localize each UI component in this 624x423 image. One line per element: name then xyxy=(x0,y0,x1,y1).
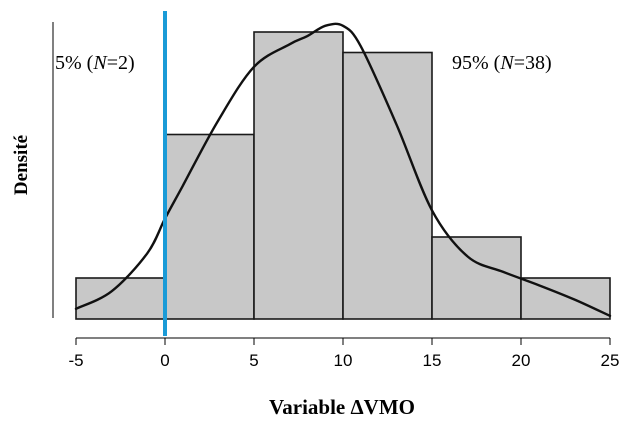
histogram-bar xyxy=(253,31,344,320)
x-tick-label: 10 xyxy=(334,351,353,370)
histogram-bars xyxy=(75,31,611,320)
annotation-left-n-label: N xyxy=(92,52,108,74)
annotation-left-percent: 5% xyxy=(55,52,82,74)
y-axis-label: Densité xyxy=(11,135,32,195)
annotation-right-n-value: =38 xyxy=(514,52,545,74)
annotation-left-n-value: =2 xyxy=(107,52,128,74)
annotation-right: 95% (N=38) xyxy=(452,52,552,74)
x-tick-label: -5 xyxy=(68,351,83,370)
annotation-right-n-label: N xyxy=(499,52,515,74)
histogram-bar xyxy=(164,133,255,320)
annotation-left: 5% (N=2) xyxy=(55,52,135,74)
x-tick-label: 20 xyxy=(512,351,531,370)
x-tick-label: 25 xyxy=(601,351,620,370)
x-axis-label: Variable ΔVMO xyxy=(269,395,415,419)
annotation-right-percent: 95% xyxy=(452,52,489,74)
x-tick-label: 15 xyxy=(423,351,442,370)
x-tick-label: 5 xyxy=(249,351,258,370)
histogram-bar xyxy=(342,51,433,320)
x-tick-label: 0 xyxy=(160,351,169,370)
x-axis: -5 0 5 10 15 20 25 xyxy=(68,337,620,370)
histogram-bar xyxy=(431,236,522,320)
